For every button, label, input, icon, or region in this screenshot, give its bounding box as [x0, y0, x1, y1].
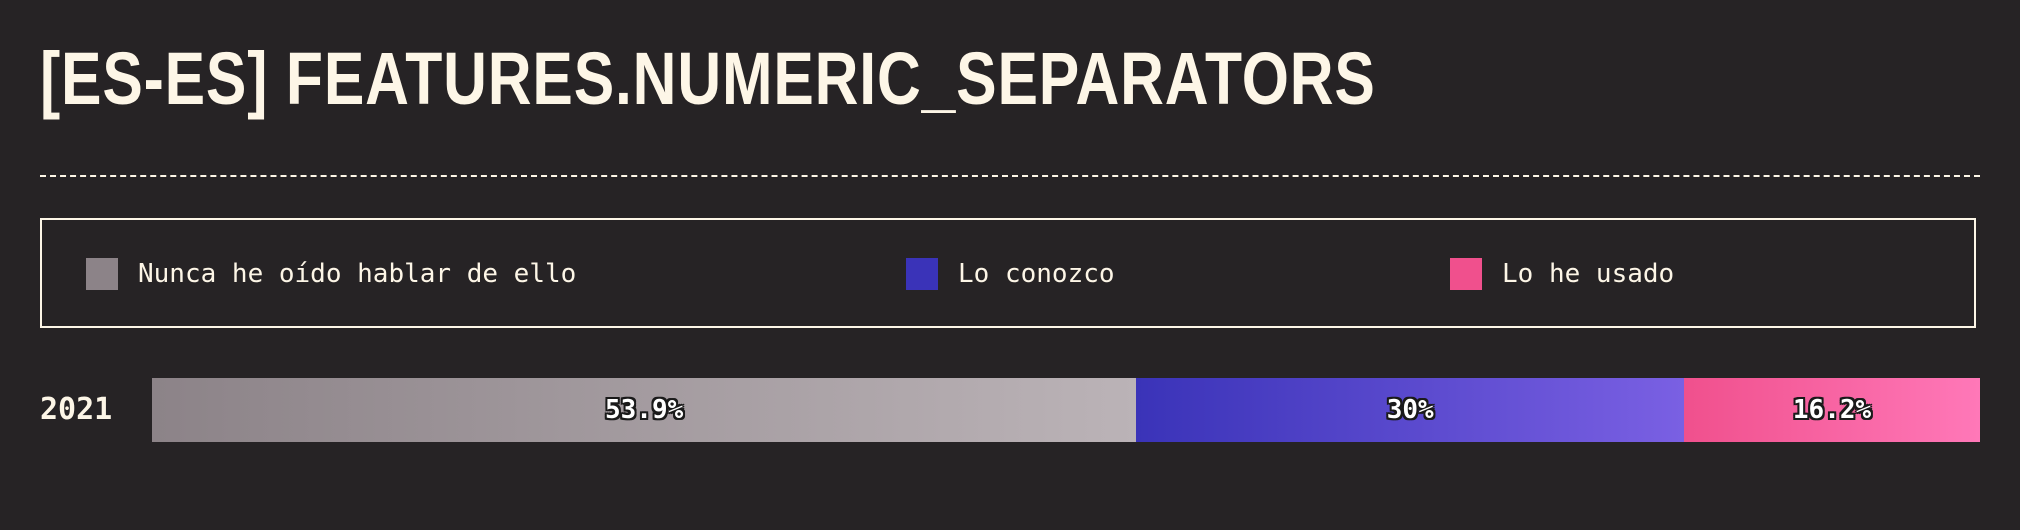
legend-swatch [86, 258, 118, 290]
legend-item-nunca[interactable]: Nunca he oído hablar de ello [86, 258, 576, 290]
legend-item-usado[interactable]: Lo he usado [1450, 258, 1674, 290]
legend-swatch [906, 258, 938, 290]
bar-segment-label: 30% [1386, 395, 1434, 425]
bar-segment-label: 16.2% [1792, 395, 1872, 425]
legend-swatch [1450, 258, 1482, 290]
bar-segment-2: 16.2% [1684, 378, 1980, 442]
legend-label: Nunca he oído hablar de ello [138, 259, 577, 289]
legend-item-conozco[interactable]: Lo conozco [906, 258, 1115, 290]
legend-label: Lo conozco [958, 259, 1115, 289]
row-label-2021: 2021 [40, 392, 113, 427]
legend-label: Lo he usado [1502, 259, 1675, 289]
legend: Nunca he oído hablar de ello Lo conozco … [40, 218, 1976, 328]
bar-segment-1: 30% [1136, 378, 1685, 442]
bar-segment-label: 53.9% [605, 395, 684, 425]
chart-title: [ES-ES] FEATURES.NUMERIC_SEPARATORS [40, 37, 1376, 120]
bar-segment-0: 53.9% [152, 378, 1137, 442]
divider [40, 175, 1980, 177]
stacked-bar-2021: 53.9% 30% 16.2% [152, 378, 1980, 442]
